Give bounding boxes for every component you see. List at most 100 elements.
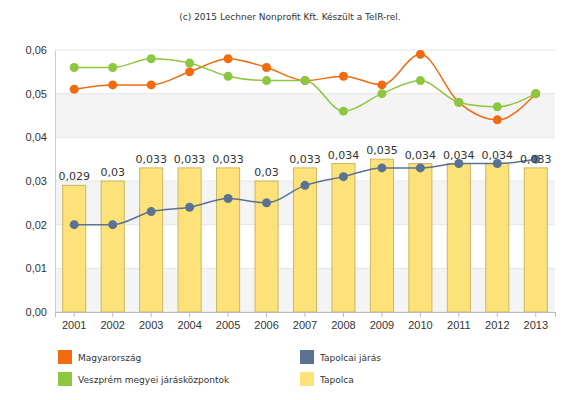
x-tick-label: 2002	[100, 319, 124, 331]
line[interactable]	[74, 159, 536, 225]
marker[interactable]	[108, 80, 117, 89]
x-tick-label: 2013	[524, 319, 548, 331]
marker[interactable]	[531, 89, 540, 98]
x-tick-mark	[458, 312, 459, 317]
marker[interactable]	[70, 85, 79, 94]
legend-label: Veszprém megyei járásközpontok	[78, 375, 230, 385]
legend-item[interactable]: Veszprém megyei járásközpontok	[58, 372, 230, 386]
line[interactable]	[74, 54, 536, 120]
x-tick-label: 2008	[331, 319, 355, 331]
marker[interactable]	[493, 102, 502, 111]
data-label: 0,033	[174, 153, 206, 166]
x-tick: 2009	[370, 312, 394, 331]
bar[interactable]	[178, 168, 201, 312]
legend-item[interactable]: Magyarország	[58, 350, 141, 364]
marker[interactable]	[108, 220, 117, 229]
legend-item[interactable]: Tapolcai járás	[300, 350, 381, 364]
x-tick-label: 2004	[177, 319, 201, 331]
bar[interactable]	[409, 164, 432, 312]
marker[interactable]	[493, 115, 502, 124]
marker[interactable]	[224, 72, 233, 81]
bar[interactable]	[524, 168, 547, 312]
legend-item[interactable]: Tapolca	[300, 372, 354, 386]
marker[interactable]	[224, 194, 233, 203]
legend-swatch	[58, 372, 72, 386]
marker[interactable]	[339, 107, 348, 116]
y-tick-label: 0,01	[26, 262, 47, 274]
x-tick-mark	[228, 312, 229, 317]
y-axis: 0,000,010,020,030,040,050,06	[26, 44, 56, 318]
y-tick: 0,06	[26, 44, 55, 56]
marker[interactable]	[70, 220, 79, 229]
x-tick-mark	[74, 312, 75, 317]
x-tick-label: 2011	[447, 319, 471, 331]
x-tick: 2012	[485, 312, 509, 331]
marker[interactable]	[339, 72, 348, 81]
y-tick: 0,02	[26, 219, 55, 231]
line[interactable]	[74, 59, 536, 111]
marker[interactable]	[185, 203, 194, 212]
x-tick: 2007	[293, 312, 317, 331]
marker[interactable]	[416, 163, 425, 172]
marker[interactable]	[377, 80, 386, 89]
marker[interactable]	[301, 181, 310, 190]
marker[interactable]	[108, 63, 117, 72]
data-label: 0,029	[58, 170, 90, 183]
marker[interactable]	[70, 63, 79, 72]
x-tick-mark	[497, 312, 498, 317]
marker[interactable]	[147, 80, 156, 89]
bar[interactable]	[332, 164, 355, 312]
marker[interactable]	[224, 54, 233, 63]
bar[interactable]	[486, 164, 509, 312]
legend-label: Magyarország	[78, 353, 141, 363]
bar[interactable]	[101, 181, 124, 312]
marker[interactable]	[185, 67, 194, 76]
marker[interactable]	[262, 76, 271, 85]
x-tick: 2005	[216, 312, 240, 331]
x-tick: 2011	[447, 312, 471, 331]
plot: 0,000,010,020,030,040,050,06200120022003…	[26, 44, 556, 331]
legend-swatch	[300, 372, 314, 386]
data-label: 0,033	[520, 153, 552, 166]
marker[interactable]	[339, 172, 348, 181]
marker[interactable]	[416, 76, 425, 85]
marker[interactable]	[454, 98, 463, 107]
grid-line	[55, 50, 555, 51]
data-label: 0,034	[328, 149, 360, 162]
marker[interactable]	[454, 98, 463, 107]
marker[interactable]	[301, 76, 310, 85]
marker[interactable]	[377, 163, 386, 172]
marker[interactable]	[377, 89, 386, 98]
bar[interactable]	[217, 168, 240, 312]
bar[interactable]	[447, 164, 470, 312]
legend-label: Tapolca	[319, 375, 354, 385]
y-tick-label: 0,03	[26, 175, 47, 187]
marker[interactable]	[147, 54, 156, 63]
bar[interactable]	[140, 168, 163, 312]
marker[interactable]	[531, 89, 540, 98]
y-tick-label: 0,06	[26, 44, 47, 56]
marker[interactable]	[185, 59, 194, 68]
grid	[55, 50, 555, 312]
marker[interactable]	[262, 198, 271, 207]
y-tick-label: 0,05	[26, 88, 47, 100]
x-tick: 2008	[331, 312, 355, 331]
bar[interactable]	[63, 185, 86, 312]
y-tick: 0,05	[26, 88, 55, 100]
y-tick: 0,03	[26, 175, 55, 187]
bar[interactable]	[370, 159, 393, 312]
marker[interactable]	[416, 50, 425, 59]
marker[interactable]	[262, 63, 271, 72]
x-tick-label: 2001	[62, 319, 86, 331]
x-tick-mark	[266, 312, 267, 317]
x-tick-label: 2009	[370, 319, 394, 331]
data-label: 0,035	[366, 144, 398, 157]
x-tick-label: 2005	[216, 319, 240, 331]
x-tick: 2004	[177, 312, 201, 331]
marker[interactable]	[147, 207, 156, 216]
x-tick: 2010	[408, 312, 432, 331]
data-labels: 0,0290,030,0330,0330,0330,030,0330,0340,…	[58, 144, 551, 183]
x-tick-mark	[151, 312, 152, 317]
legend-swatch	[58, 350, 72, 364]
marker[interactable]	[301, 76, 310, 85]
